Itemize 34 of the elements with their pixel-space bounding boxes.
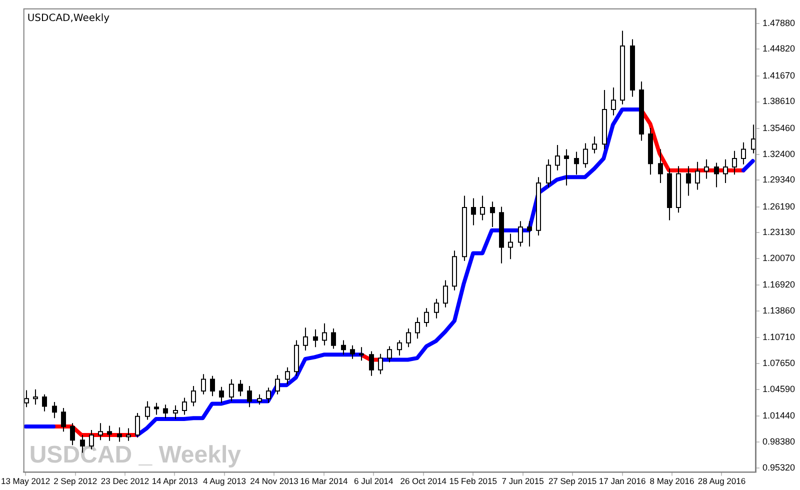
y-tick-label: 1.41670: [762, 70, 796, 80]
x-tick-label: 7 Jun 2015: [502, 476, 544, 486]
y-tick-label: 1.20070: [762, 253, 796, 264]
x-tick-label: 26 Oct 2014: [400, 476, 447, 486]
y-tick-label: 1.16920: [762, 280, 796, 290]
y-tick-label: 1.32400: [762, 148, 796, 159]
y-tick-label: 0.98380: [762, 436, 796, 446]
x-tick-label: 28 Aug 2016: [698, 476, 746, 486]
y-tick-label: 1.10710: [762, 332, 796, 342]
x-tick-label: 8 May 2016: [650, 476, 694, 486]
y-tick-label: 1.01440: [762, 410, 796, 421]
x-tick-label: 4 Aug 2013: [202, 476, 246, 486]
x-tick-label: 15 Feb 2015: [449, 476, 498, 486]
y-tick-label: 1.13860: [762, 306, 796, 316]
x-tick-label: 13 May 2012: [0, 476, 50, 486]
x-tick-label: 27 Sep 2015: [548, 476, 597, 486]
x-tick-label: 6 Jul 2014: [354, 476, 394, 486]
y-tick-label: 1.23130: [762, 227, 796, 238]
x-tick-label: 16 Mar 2014: [300, 476, 348, 486]
x-tick-label: 24 Nov 2013: [250, 476, 299, 486]
x-tick-label: 17 Jan 2016: [598, 476, 646, 486]
x-tick-label: 14 Apr 2013: [152, 476, 198, 486]
y-tick-label: 1.38610: [762, 96, 796, 106]
x-tick-label: 23 Dec 2012: [100, 476, 150, 486]
y-tick-label: 1.26190: [762, 201, 796, 212]
x-tick-label: 2 Sep 2012: [54, 476, 98, 486]
text: USDCAD,Weekly: [27, 12, 110, 24]
y-tick-label: 1.35460: [762, 122, 796, 133]
y-tick-label: 1.44820: [762, 44, 796, 54]
y-tick-label: 1.07650: [762, 358, 796, 368]
y-tick-label: 1.47880: [762, 18, 796, 28]
y-tick-label: 1.04590: [762, 384, 796, 394]
y-tick-label: 0.95320: [762, 462, 796, 472]
y-tick-label: 1.29340: [762, 174, 796, 185]
